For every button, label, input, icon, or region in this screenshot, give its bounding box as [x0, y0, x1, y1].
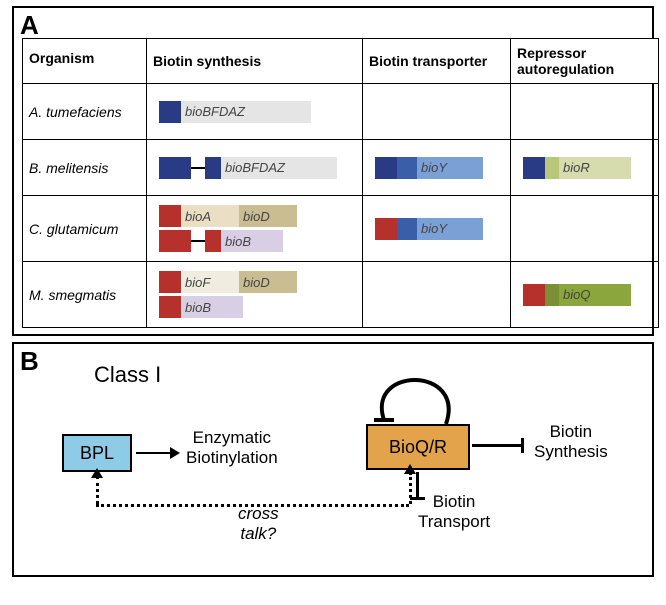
promoter-box	[205, 157, 221, 179]
self-loop-autoreg	[356, 346, 476, 446]
promoter-box	[205, 230, 221, 252]
gene-operon-row: bioB	[159, 230, 356, 252]
table-cell	[363, 84, 511, 140]
gene-segment: bioA	[181, 205, 239, 227]
organism-cell: A. tumefaciens	[23, 84, 147, 140]
gene-segment: bioY	[417, 218, 483, 240]
promoter-box	[159, 271, 181, 293]
panel-b-canvas: Class I BPL EnzymaticBiotinylation BioQ/…	[14, 344, 652, 559]
gene-operon-row: bioFbioD	[159, 271, 356, 293]
gene-segment	[397, 218, 417, 240]
gene-segment: bioR	[559, 157, 631, 179]
organism-cell: C. glutamicum	[23, 196, 147, 262]
gene-segment: bioB	[181, 296, 243, 318]
bpl-box: BPL	[62, 434, 132, 472]
gene-segment	[545, 157, 559, 179]
table-cell: bioBFDAZ	[147, 84, 363, 140]
connector	[191, 240, 205, 242]
gene-segment: bioY	[417, 157, 483, 179]
gene-segment	[181, 157, 191, 179]
tbar-bioq-to-synthesis	[472, 444, 524, 447]
promoter-box	[375, 157, 397, 179]
connector	[191, 167, 205, 169]
biotin-transport-label: BiotinTransport	[418, 492, 490, 532]
arrow-bpl-to-enz	[136, 452, 178, 454]
table-cell: bioAbioD bioB	[147, 196, 363, 262]
promoter-box	[159, 157, 181, 179]
table-cell: bioY	[363, 196, 511, 262]
col-header: Organism	[23, 39, 147, 84]
promoter-box	[159, 205, 181, 227]
gene-operon-row: bioQ	[523, 284, 652, 306]
gene-segment	[181, 230, 191, 252]
class-label: Class I	[94, 362, 161, 388]
gene-segment: bioB	[221, 230, 283, 252]
crosstalk-dotted-v-left	[96, 476, 99, 504]
gene-operon-row: bioBFDAZ	[159, 101, 356, 123]
promoter-box	[523, 157, 545, 179]
crosstalk-dotted-horizontal	[96, 504, 409, 507]
biotin-synthesis-label: BiotinSynthesis	[534, 422, 608, 462]
panel-b: B Class I BPL EnzymaticBiotinylation Bio…	[12, 342, 654, 577]
gene-operon-row: bioB	[159, 296, 356, 318]
promoter-box	[523, 284, 545, 306]
table-cell: bioFbioD bioB	[147, 262, 363, 328]
panel-a-label: A	[20, 10, 39, 41]
table-cell: bioQ	[511, 262, 659, 328]
table-row: B. melitensis bioBFDAZ bioY bioR	[23, 140, 659, 196]
promoter-box	[375, 218, 397, 240]
gene-operon-row: bioBFDAZ	[159, 157, 356, 179]
promoter-box	[159, 296, 181, 318]
table-cell	[511, 196, 659, 262]
table-row: A. tumefaciens bioBFDAZ	[23, 84, 659, 140]
enzymatic-biotinylation-label: EnzymaticBiotinylation	[186, 428, 278, 468]
dotted-arrowhead-left	[91, 468, 103, 478]
gene-segment: bioD	[239, 205, 297, 227]
gene-segment: bioQ	[559, 284, 631, 306]
table-cell: bioR	[511, 140, 659, 196]
promoter-box	[159, 230, 181, 252]
gene-segment: bioF	[181, 271, 239, 293]
gene-segment: bioBFDAZ	[181, 101, 311, 123]
tbar-bioq-to-transport	[416, 472, 419, 500]
gene-segment	[397, 157, 417, 179]
organism-cell: B. melitensis	[23, 140, 147, 196]
crosstalk-dotted-v-right	[409, 472, 412, 504]
gene-operon-row: bioY	[375, 218, 504, 240]
gene-segment	[545, 284, 559, 306]
col-header: Biotin synthesis	[147, 39, 363, 84]
gene-operon-row: bioAbioD	[159, 205, 356, 227]
table-row: M. smegmatis bioFbioD bioB bioQ	[23, 262, 659, 328]
gene-table: OrganismBiotin synthesisBiotin transport…	[22, 38, 659, 328]
gene-operon-row: bioR	[523, 157, 652, 179]
gene-segment: bioBFDAZ	[221, 157, 337, 179]
col-header: Biotin transporter	[363, 39, 511, 84]
table-cell	[363, 262, 511, 328]
gene-operon-row: bioY	[375, 157, 504, 179]
table-cell: bioBFDAZ	[147, 140, 363, 196]
gene-segment: bioD	[239, 271, 297, 293]
panel-a: A OrganismBiotin synthesisBiotin transpo…	[12, 6, 654, 336]
figure-root: A OrganismBiotin synthesisBiotin transpo…	[0, 6, 666, 605]
table-cell	[511, 84, 659, 140]
col-header: Repressor autoregulation	[511, 39, 659, 84]
table-row: C. glutamicum bioAbioD bioB bioY	[23, 196, 659, 262]
promoter-box	[159, 101, 181, 123]
crosstalk-label: crosstalk?	[238, 504, 279, 544]
organism-cell: M. smegmatis	[23, 262, 147, 328]
table-cell: bioY	[363, 140, 511, 196]
table-header-row: OrganismBiotin synthesisBiotin transport…	[23, 39, 659, 84]
dotted-arrowhead-right	[404, 464, 416, 474]
